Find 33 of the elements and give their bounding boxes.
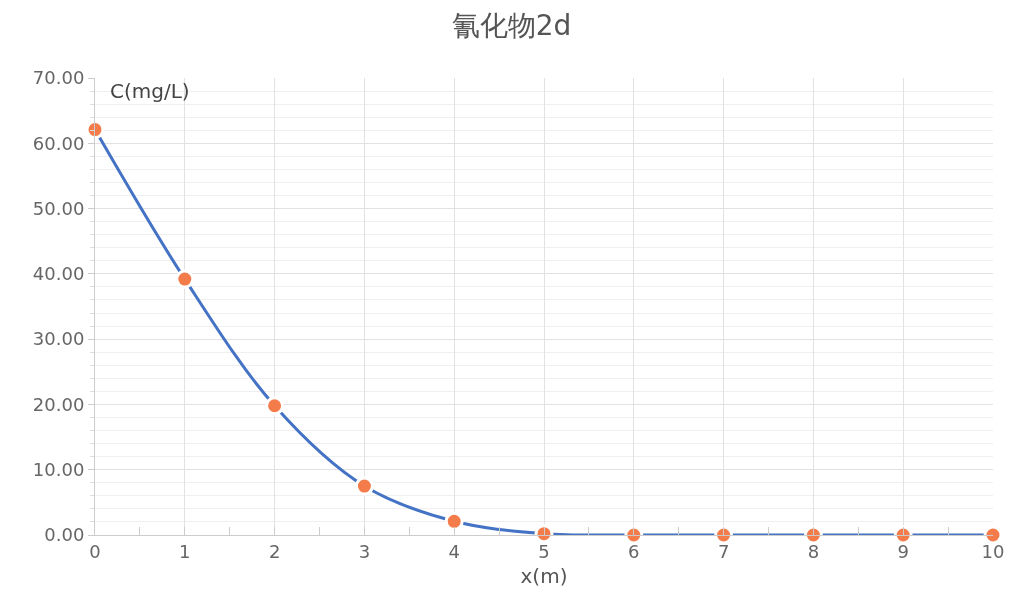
y-tick-label: 60.00 bbox=[32, 132, 85, 154]
x-tick-label: 1 bbox=[179, 540, 191, 562]
x-tick-label: 5 bbox=[538, 540, 550, 562]
y-tick-label: 0.00 bbox=[44, 524, 85, 546]
y-tick-label: 30.00 bbox=[32, 328, 85, 350]
point bbox=[175, 269, 195, 289]
point bbox=[624, 525, 644, 545]
y-tick-label: 40.00 bbox=[32, 263, 85, 285]
point bbox=[265, 396, 285, 416]
x-axis-title: x(m) bbox=[520, 564, 568, 589]
x-tick-label: 6 bbox=[628, 540, 640, 562]
y-tick-label: 10.00 bbox=[32, 459, 85, 481]
point bbox=[983, 525, 1003, 545]
x-tick-label: 10 bbox=[981, 540, 1005, 562]
point bbox=[893, 525, 913, 545]
x-tick-label: 0 bbox=[89, 540, 101, 562]
point bbox=[444, 511, 464, 531]
point bbox=[534, 524, 554, 544]
x-tick-label: 4 bbox=[448, 540, 460, 562]
point bbox=[85, 120, 105, 140]
point bbox=[714, 525, 734, 545]
x-tick-label: 3 bbox=[358, 540, 371, 562]
point bbox=[354, 476, 374, 496]
y-axis-title: C(mg/L) bbox=[110, 79, 190, 103]
x-tick-label: 8 bbox=[807, 540, 820, 562]
x-tick-label: 9 bbox=[897, 540, 909, 562]
y-tick-label: 20.00 bbox=[32, 393, 85, 415]
x-tick-label: 2 bbox=[268, 540, 281, 562]
chart-title: 氰化物2d bbox=[451, 8, 572, 42]
point bbox=[803, 525, 823, 545]
x-tick-label: 7 bbox=[717, 540, 730, 562]
y-tick-label: 70.00 bbox=[32, 67, 85, 89]
y-tick-label: 50.00 bbox=[32, 197, 85, 219]
